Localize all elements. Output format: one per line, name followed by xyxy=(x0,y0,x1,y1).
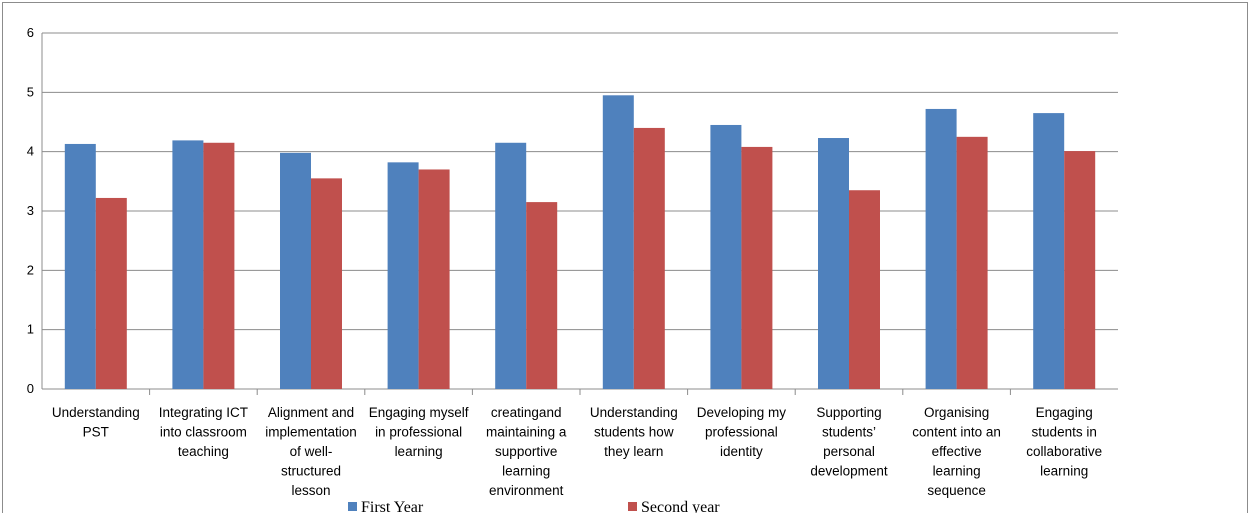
legend-swatch xyxy=(628,502,637,511)
y-tick-label: 5 xyxy=(27,84,34,99)
x-tick-label: Understanding PST xyxy=(52,405,140,440)
x-tick-label: Engaging students in collaborative learning xyxy=(1026,405,1102,479)
y-tick-label: 4 xyxy=(27,144,34,159)
bar-second-year xyxy=(311,178,342,389)
bar-first-year xyxy=(387,162,419,389)
y-tick-label: 1 xyxy=(27,322,34,337)
bar-second-year xyxy=(741,146,773,389)
bar-first-year xyxy=(280,152,311,389)
bar-second-year xyxy=(1064,151,1096,389)
bar-second-year xyxy=(956,136,988,389)
legend-swatch xyxy=(348,502,357,511)
x-tick-label: Engaging myself in professional learning xyxy=(369,405,469,459)
x-tick-label: Supporting students’ personal development xyxy=(810,405,888,479)
bar-first-year xyxy=(818,138,849,389)
x-tick-label: Understanding students how they learn xyxy=(590,405,678,459)
y-tick-label: 6 xyxy=(27,25,34,40)
bar-second-year xyxy=(95,197,127,389)
y-tick-label: 3 xyxy=(27,203,34,218)
y-tick-label: 0 xyxy=(27,381,34,396)
bar-second-year xyxy=(418,169,450,389)
bar-second-year xyxy=(849,190,880,389)
y-tick-label: 2 xyxy=(27,262,34,277)
bar-first-year xyxy=(710,124,742,389)
x-tick-label: Alignment and implementation of well-struc… xyxy=(265,405,357,498)
bar-first-year xyxy=(64,143,96,389)
x-tick-label: Integrating ICT into classroom teaching xyxy=(159,405,248,459)
bar-second-year xyxy=(633,127,665,389)
bar-second-year xyxy=(203,142,235,389)
bar-first-year xyxy=(495,142,527,389)
x-tick-label: Developing my professional identity xyxy=(697,405,787,459)
x-tick-label: creatingand maintaining a supportive learni… xyxy=(486,405,567,498)
bar-first-year xyxy=(602,95,634,390)
legend-label: First Year xyxy=(361,499,424,513)
bar-first-year xyxy=(1033,113,1065,389)
x-tick-label: Organising content into an effective learni… xyxy=(912,405,1001,498)
bar-first-year xyxy=(172,140,204,389)
legend-label: Second year xyxy=(641,499,720,513)
bar-second-year xyxy=(526,202,558,389)
bar-first-year xyxy=(925,108,957,390)
